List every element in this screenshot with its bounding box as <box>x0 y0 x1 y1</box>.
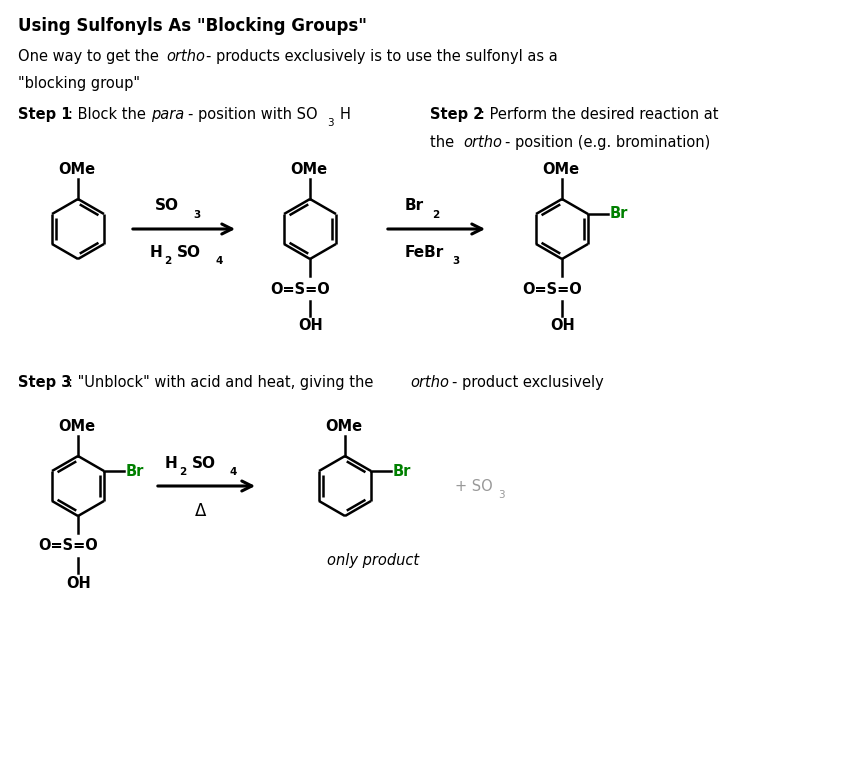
Text: OMe: OMe <box>58 162 95 176</box>
Text: 3: 3 <box>452 256 459 266</box>
Text: Br: Br <box>393 464 411 478</box>
Text: SO: SO <box>155 198 179 214</box>
Text: OMe: OMe <box>325 419 362 433</box>
Text: 2: 2 <box>179 467 187 477</box>
Text: One way to get the: One way to get the <box>18 49 163 63</box>
Text: OMe: OMe <box>290 162 327 176</box>
Text: 4: 4 <box>230 467 237 477</box>
Text: 2: 2 <box>164 256 171 266</box>
Text: OH: OH <box>66 576 91 591</box>
Text: 2: 2 <box>432 210 439 220</box>
Text: the: the <box>430 135 459 149</box>
Text: - products exclusively is to use the sulfonyl as a: - products exclusively is to use the sul… <box>206 49 558 63</box>
Text: : Perform the desired reaction at: : Perform the desired reaction at <box>480 107 719 122</box>
Text: H: H <box>165 456 178 471</box>
Text: Step 1: Step 1 <box>18 107 71 122</box>
Text: 3: 3 <box>193 210 201 220</box>
Text: H: H <box>150 245 163 259</box>
Text: 3: 3 <box>327 118 333 128</box>
Text: para: para <box>151 107 184 122</box>
Text: Br: Br <box>610 207 628 221</box>
Text: SO: SO <box>177 245 201 259</box>
Text: - position with SO: - position with SO <box>188 107 318 122</box>
Text: Δ: Δ <box>195 502 207 520</box>
Text: ortho: ortho <box>166 49 205 63</box>
Text: 3: 3 <box>498 490 504 500</box>
Text: Br: Br <box>126 464 144 478</box>
Text: 4: 4 <box>215 256 222 266</box>
Text: OH: OH <box>298 318 323 334</box>
Text: SO: SO <box>192 456 216 471</box>
Text: Br: Br <box>405 198 424 214</box>
Text: ortho: ortho <box>463 135 502 149</box>
Text: "blocking group": "blocking group" <box>18 76 140 91</box>
Text: - product exclusively: - product exclusively <box>452 375 604 389</box>
Text: H: H <box>340 107 351 122</box>
Text: FeBr: FeBr <box>405 245 444 259</box>
Text: O=S=O: O=S=O <box>38 539 98 553</box>
Text: O=S=O: O=S=O <box>522 282 582 296</box>
Text: only product: only product <box>327 553 419 568</box>
Text: OH: OH <box>550 318 575 334</box>
Text: OMe: OMe <box>542 162 579 176</box>
Text: Step 3: Step 3 <box>18 375 71 389</box>
Text: ortho: ortho <box>410 375 449 389</box>
Text: - position (e.g. bromination): - position (e.g. bromination) <box>505 135 710 149</box>
Text: O=S=O: O=S=O <box>270 282 330 296</box>
Text: : Block the: : Block the <box>68 107 150 122</box>
Text: + SO: + SO <box>455 478 493 494</box>
Text: : "Unblock" with acid and heat, giving the: : "Unblock" with acid and heat, giving t… <box>68 375 378 389</box>
Text: Using Sulfonyls As "Blocking Groups": Using Sulfonyls As "Blocking Groups" <box>18 17 367 35</box>
Text: Step 2: Step 2 <box>430 107 483 122</box>
Text: OMe: OMe <box>58 419 95 433</box>
